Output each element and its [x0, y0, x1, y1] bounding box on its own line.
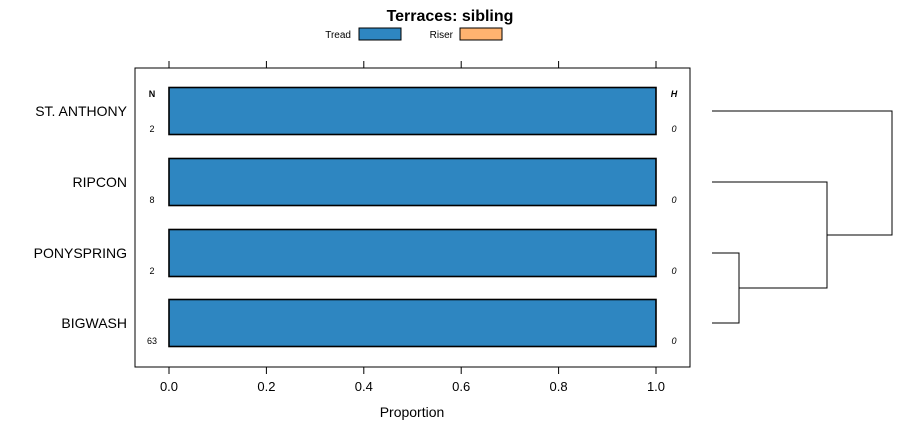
legend-label: Tread	[325, 30, 351, 41]
h-value: 0	[671, 195, 676, 205]
category-label: PONYSPRING	[34, 245, 127, 261]
bar-tread	[168, 86, 657, 136]
legend-swatch	[459, 27, 503, 41]
chart-title: Terraces: sibling	[387, 8, 514, 25]
dendrogram-branch	[712, 252, 740, 324]
category-label: ST. ANTHONY	[35, 103, 127, 119]
x-tick-label: 0.4	[355, 379, 373, 394]
h-column: 0 0 0 0	[671, 124, 676, 346]
category-label: RIPCON	[73, 174, 127, 190]
plot-frame	[134, 67, 691, 368]
bar-tread	[168, 157, 657, 207]
h-value: 0	[671, 266, 676, 276]
x-tick-label: 0.8	[550, 379, 568, 394]
x-tick-label: 0.0	[160, 379, 178, 394]
h-value: 0	[671, 336, 676, 346]
dendrogram-branch	[712, 181, 828, 289]
x-tick-label: 0.2	[257, 379, 275, 394]
bar-tread	[168, 228, 657, 278]
h-value: 0	[671, 124, 676, 134]
bars	[168, 86, 657, 348]
y-axis-labels: ST. ANTHONY RIPCON PONYSPRING BIGWASH	[34, 103, 128, 331]
category-label: BIGWASH	[61, 315, 127, 331]
n-header: N	[149, 89, 156, 99]
x-tick-label: 0.6	[452, 379, 470, 394]
top-axis	[168, 61, 657, 68]
h-header: H	[671, 89, 678, 99]
x-tick-label: 1.0	[647, 379, 665, 394]
bar-tread	[168, 298, 657, 348]
n-value: 8	[149, 195, 154, 205]
x-axis-label: Proportion	[380, 404, 445, 420]
n-column: 2 8 2 63	[147, 124, 157, 346]
n-value: 2	[149, 124, 154, 134]
dendrogram	[712, 110, 893, 324]
n-value: 2	[149, 266, 154, 276]
legend: Tread Riser	[325, 27, 503, 41]
dendrogram-branch	[712, 110, 893, 236]
n-value: 63	[147, 336, 157, 346]
legend-swatch	[358, 27, 402, 41]
x-axis: 0.0 0.2 0.4 0.6 0.8 1.0	[160, 367, 665, 394]
legend-label: Riser	[430, 30, 454, 41]
